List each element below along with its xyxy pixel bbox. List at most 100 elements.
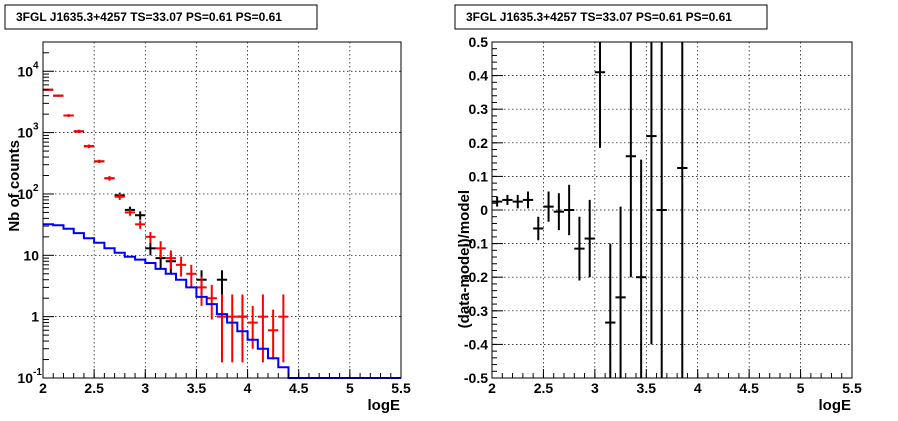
y-tick-label: 0.4 — [469, 68, 489, 84]
data-point — [94, 159, 105, 163]
data-point — [114, 193, 125, 200]
counts-frame — [42, 41, 402, 379]
y-tick-exponent: 3 — [33, 122, 39, 133]
data-point — [216, 270, 228, 295]
residuals-plot — [492, 42, 688, 378]
data-point — [247, 305, 258, 349]
x-tick-label: 5.5 — [842, 380, 862, 396]
data-point — [512, 194, 523, 209]
y-tick-exponent: 2 — [33, 183, 39, 194]
y-tick-label: 10 — [23, 247, 39, 263]
residuals-panel: 3FGL J1635.3+4257 TS=33.07 PS=0.61 PS=0.… — [454, 4, 862, 414]
data-point — [278, 294, 289, 363]
data-point — [594, 42, 606, 148]
x-tick-label: 3 — [591, 380, 599, 396]
residuals-title: 3FGL J1635.3+4257 TS=33.07 PS=0.61 PS=0.… — [466, 10, 732, 24]
counts-title-box — [4, 4, 318, 30]
residuals-axes: 2 2.5 3 3.5 4 4.5 5 5.5 -0.5 -0.4 -0.3 -0.2 -0.1 0 0.1… — [464, 34, 862, 396]
data-point — [553, 193, 564, 231]
data-point — [216, 294, 228, 363]
x-tick-label: 4.5 — [739, 380, 759, 396]
data-point — [574, 216, 585, 281]
x-tick-label: 4 — [244, 380, 252, 396]
data-point — [124, 209, 136, 216]
x-tick-label: 2.5 — [84, 380, 104, 396]
y-tick-label: 0.2 — [469, 135, 489, 151]
counts-title: 3FGL J1635.3+4257 TS=33.07 PS=0.61 PS=0.… — [16, 10, 282, 24]
y-tick-label: 10 — [17, 186, 33, 202]
counts-plot — [43, 88, 401, 379]
y-tick-label: 10 — [17, 63, 33, 79]
x-tick-label: 5.5 — [391, 380, 411, 396]
x-tick-label: 3.5 — [187, 380, 207, 396]
x-tick-label: 4.5 — [289, 380, 309, 396]
residuals-grid — [492, 42, 852, 378]
x-tick-label: 5 — [346, 380, 354, 396]
data-point — [237, 294, 248, 363]
data-point — [492, 196, 503, 207]
y-tick-label: -0.3 — [464, 303, 488, 319]
x-tick-label: 5 — [797, 380, 805, 396]
data-point — [196, 276, 207, 306]
x-tick-label: 3 — [141, 380, 149, 396]
data-point — [636, 159, 647, 378]
data-point — [135, 220, 146, 229]
data-point — [53, 94, 64, 97]
data-point — [175, 256, 187, 277]
y-tick-label: 0.3 — [469, 101, 489, 117]
data-point — [83, 144, 95, 149]
data-point — [268, 309, 279, 360]
y-tick-exponent: 4 — [33, 60, 39, 71]
data-point — [605, 243, 616, 378]
y-tick-label: -0.5 — [464, 370, 488, 386]
y-tick-label: 0.1 — [469, 168, 489, 184]
data-point — [522, 191, 534, 209]
data-point — [677, 42, 688, 378]
data-point — [155, 241, 166, 259]
data-point — [63, 114, 74, 117]
y-tick-label: 0 — [480, 202, 488, 218]
data-point — [502, 194, 513, 205]
y-tick-label: 1 — [31, 309, 39, 325]
data-point — [543, 191, 554, 222]
data-point — [73, 129, 84, 133]
y-tick-label: -0.4 — [464, 336, 488, 352]
y-tick-label: 10 — [17, 125, 33, 141]
data-point — [564, 184, 575, 236]
data-point — [584, 199, 595, 278]
data-point — [646, 42, 657, 345]
data-point — [104, 176, 115, 181]
y-tick-label: -0.2 — [464, 269, 488, 285]
data-point — [135, 211, 146, 220]
data-point — [625, 42, 636, 278]
y-tick-label: 0.5 — [469, 34, 489, 50]
data-point — [186, 264, 197, 288]
x-tick-label: 2 — [488, 380, 496, 396]
data-point — [145, 242, 156, 256]
data-point — [206, 284, 217, 320]
x-tick-label: 2 — [39, 380, 47, 396]
data-point — [145, 231, 156, 243]
model-step-line — [43, 223, 401, 379]
y-tick-label: 10 — [17, 370, 33, 386]
data-point — [165, 250, 176, 269]
data-point — [533, 216, 544, 241]
counts-y-axis-title: Nb of counts — [6, 140, 23, 232]
data-point — [615, 206, 626, 378]
residuals-y-axis-title: (data-model)/model — [456, 190, 473, 328]
x-tick-label: 2.5 — [534, 380, 554, 396]
y-tick-label: -0.1 — [464, 236, 488, 252]
counts-panel: 3FGL J1635.3+4257 TS=33.07 PS=0.61 PS=0.… — [4, 4, 411, 414]
residuals-title-box — [454, 4, 768, 30]
x-tick-label: 3.5 — [637, 380, 657, 396]
data-point — [227, 294, 238, 363]
residuals-x-axis-title: logE — [819, 397, 852, 414]
data-point — [257, 294, 269, 363]
counts-x-axis-title: logE — [368, 397, 401, 414]
y-tick-exponent: -1 — [33, 367, 42, 378]
x-tick-label: 4 — [694, 380, 702, 396]
data-point — [656, 42, 667, 378]
